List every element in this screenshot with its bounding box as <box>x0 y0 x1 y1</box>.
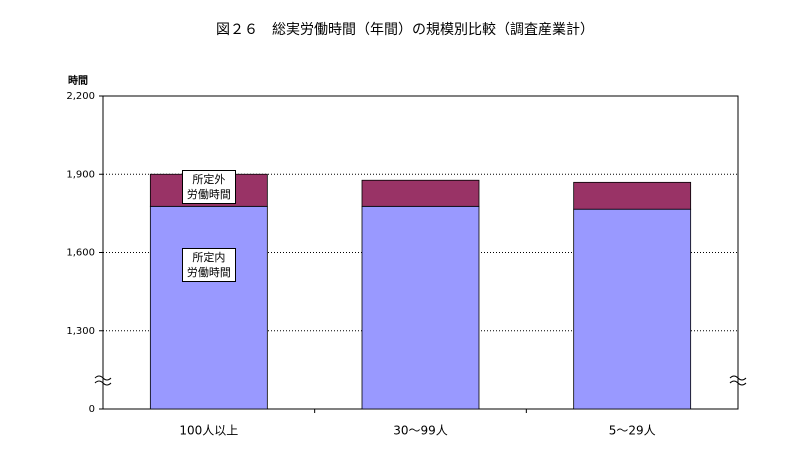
axis-break <box>94 380 112 386</box>
bar-segment <box>149 205 268 410</box>
axis-break <box>94 375 112 381</box>
y-tick-label: 0 <box>89 404 95 415</box>
chart-title: 図２６ 総実労働時間（年間）の規模別比較（調査産業計） <box>216 22 594 38</box>
y-tick-label: 1,900 <box>66 169 95 180</box>
bar-segment <box>573 208 692 410</box>
axis-break <box>729 375 747 381</box>
bar-segment <box>361 205 480 410</box>
bar-segment <box>573 181 692 210</box>
x-tick-label: 30～99人 <box>393 424 448 438</box>
y-tick-label: 1,600 <box>66 248 95 259</box>
y-tick-label: 2,200 <box>66 91 95 102</box>
series-label: 所定外 労働時間 <box>181 170 236 204</box>
x-tick-label: 5～29人 <box>609 424 656 438</box>
y-tick-label: 1,300 <box>66 326 95 337</box>
y-axis-label: 時間 <box>68 74 88 87</box>
x-tick-label: 100人以上 <box>179 424 238 438</box>
series-label: 所定内 労働時間 <box>181 248 236 282</box>
axis-break <box>729 380 747 386</box>
bar-segment <box>361 179 480 207</box>
